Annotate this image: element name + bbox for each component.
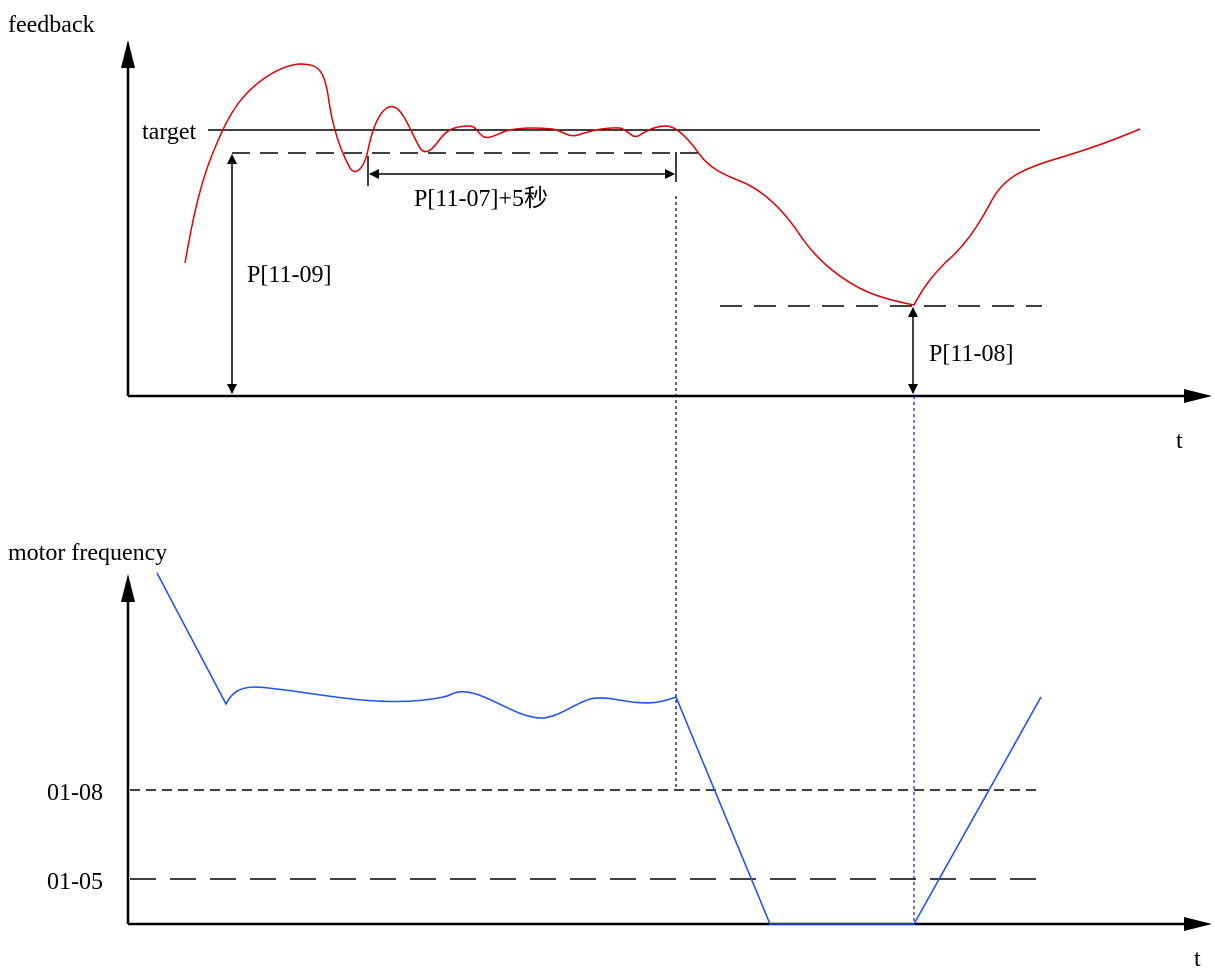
level-01-05-label: 01-05 [47, 869, 103, 895]
frequency-chart: motor frequency t 01-08 01-05 [8, 540, 1212, 972]
level-01-08-label: 01-08 [47, 780, 103, 806]
frequency-y-axis-arrowhead [121, 574, 135, 602]
feedback-curve [184, 63, 1141, 306]
frequency-curve [156, 572, 1042, 925]
sleep-level-label: P[11-09] [247, 262, 331, 288]
frequency-x-axis-arrowhead [1184, 917, 1212, 931]
feedback-y-axis-arrowhead [121, 40, 135, 68]
sleep-delay-label: P[11-07]+5秒 [414, 185, 548, 212]
frequency-x-axis-label: t [1194, 946, 1201, 972]
feedback-y-axis-label: feedback [8, 12, 95, 38]
wake-level-label: P[11-08] [929, 341, 1013, 367]
feedback-x-axis-arrowhead [1184, 389, 1212, 403]
target-label: target [142, 119, 197, 145]
frequency-y-axis-label: motor frequency [8, 540, 167, 566]
feedback-x-axis-label: t [1176, 428, 1183, 454]
feedback-chart: feedback t target P[11-09] P[11-07]+5秒 P… [8, 12, 1212, 454]
